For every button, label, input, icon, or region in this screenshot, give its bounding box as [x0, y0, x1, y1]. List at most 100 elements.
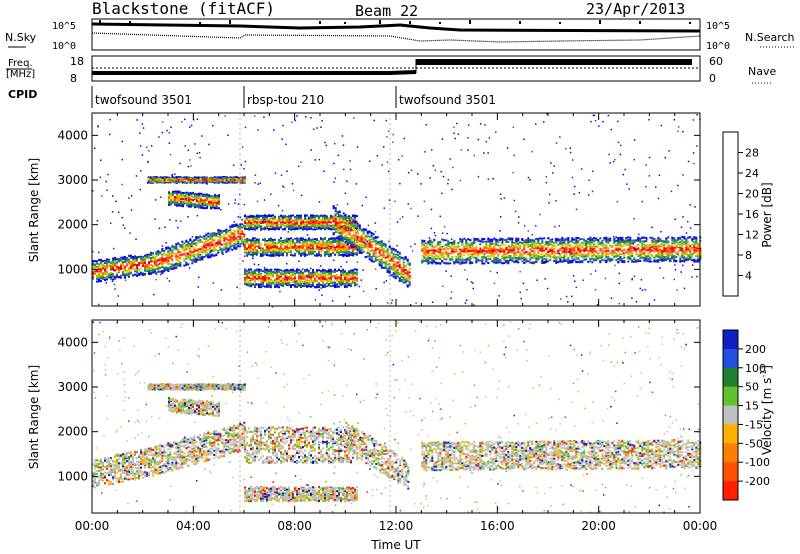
power-echo-cell [209, 248, 212, 251]
power-echo-cell [270, 254, 272, 257]
power-echo-cell [237, 229, 240, 232]
power-echo-cell [96, 274, 98, 277]
power-echo-cell [270, 217, 272, 220]
power-echo-cell [330, 221, 332, 224]
power-echo-cell [258, 276, 260, 278]
power-echo-cell [211, 249, 214, 252]
power-echo-cell [204, 196, 206, 199]
power-echo-cell [352, 214, 354, 217]
power-echo-cell [132, 274, 134, 277]
power-echo-cell [197, 180, 200, 183]
power-echo-cell [312, 225, 314, 228]
power-echo-cell [215, 234, 218, 236]
power-echo-cell [217, 232, 220, 235]
power-echo-cell [290, 241, 292, 244]
power-echo-cell [294, 269, 296, 272]
power-echo-cell [98, 268, 100, 271]
power-echo-cell [146, 265, 148, 268]
power-echo-cell [336, 249, 338, 252]
power-echo-cell [354, 239, 357, 242]
power-echo-cell [320, 269, 322, 272]
power-echo-cell [274, 251, 276, 254]
power-echo-cell [332, 244, 334, 247]
power-echo-cell [350, 283, 352, 286]
power-echo-cell [176, 204, 178, 207]
power-echo-cell [322, 276, 324, 279]
power-echo-cell [328, 273, 330, 276]
power-echo-cell [209, 254, 212, 257]
power-echo-cell [306, 253, 308, 256]
power-echo-cell [132, 256, 134, 258]
power-echo-cell [161, 180, 164, 183]
power-echo-cell [197, 256, 200, 259]
power-echo-cell [296, 239, 298, 242]
power-echo-cell [214, 198, 216, 201]
power-echo-cell [171, 176, 174, 179]
power-echo-cell [330, 215, 332, 218]
power-echo-cell [310, 224, 312, 226]
power-echo-cell [254, 220, 256, 223]
power-echo-cell [344, 214, 347, 216]
power-echo-cell [268, 281, 270, 284]
power-echo-cell [344, 286, 346, 288]
power-echo-cell [190, 204, 192, 207]
power-echo-cell [344, 278, 346, 281]
power-echo-cell [155, 272, 158, 275]
power-echo-cell [260, 214, 262, 217]
power-echo-cell [248, 218, 250, 221]
power-echo-cell [326, 250, 328, 253]
power-echo-cell [122, 261, 124, 264]
power-echo-cell [248, 282, 250, 284]
power-echo-cell [292, 281, 294, 284]
power-echo-cell [187, 255, 190, 258]
power-echo-cell [306, 219, 308, 222]
power-echo-cell [308, 243, 310, 246]
power-echo-cell [250, 225, 252, 228]
power-echo-cell [328, 227, 330, 230]
power-echo-cell [179, 245, 182, 248]
power-echo-cell [302, 273, 304, 276]
power-echo-cell [155, 176, 158, 179]
power-echo-cell [214, 203, 216, 206]
power-echo-cell [250, 215, 252, 218]
power-echo-cell [112, 257, 114, 260]
power-echo-cell [199, 238, 202, 241]
power-echo-cell [302, 244, 304, 247]
power-echo-cell [167, 267, 170, 270]
power-echo-cell [276, 227, 278, 230]
power-echo-cell [147, 179, 150, 182]
power-echo-cell [136, 263, 138, 266]
power-echo-cell [282, 284, 284, 287]
power-echo-cell [213, 232, 216, 235]
power-echo-cell [163, 178, 166, 181]
power-echo-cell [268, 218, 270, 221]
date-title: 23/Apr/2013 [586, 0, 685, 18]
power-echo-cell [171, 255, 174, 258]
power-echo-cell [183, 242, 186, 245]
power-echo-cell [191, 254, 194, 257]
power-echo-cell [328, 249, 330, 252]
power-echo-cell [231, 248, 234, 251]
power-echo-cell [154, 270, 156, 273]
power-echo-cell [187, 241, 190, 244]
power-echo-cell [284, 245, 286, 248]
power-echo-cell [124, 273, 126, 276]
power-echo-cell [304, 218, 306, 220]
power-echo-cell [354, 271, 356, 274]
power-echo-cell [348, 251, 350, 253]
power-echo-cell [334, 284, 336, 287]
power-echo-cell [336, 217, 339, 219]
power-echo-cell [248, 276, 250, 279]
power-echo-cell [358, 238, 361, 241]
power-echo-cell [175, 245, 178, 248]
power-echo-cell [286, 221, 288, 224]
power-echo-cell [207, 235, 210, 238]
power-echo-cell [157, 178, 160, 181]
power-echo-cell [165, 246, 168, 249]
power-echo-cell [348, 236, 351, 239]
power-echo-cell [163, 177, 166, 180]
power-echo-cell [191, 180, 194, 183]
power-echo-cell [344, 272, 346, 275]
power-echo-cell [356, 268, 358, 271]
power-echo-cell [96, 260, 98, 263]
